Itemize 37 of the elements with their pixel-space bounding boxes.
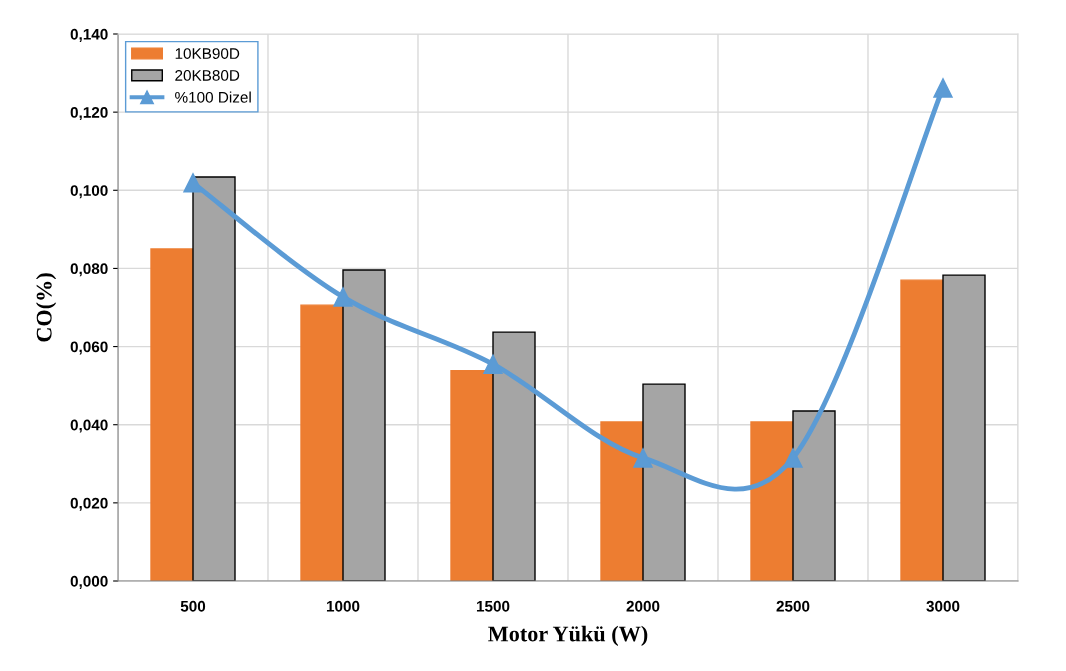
bar: [900, 279, 944, 581]
x-tick-label: 2500: [776, 600, 810, 612]
x-tick-label: 500: [180, 600, 206, 612]
y-tick-label: 0,060: [70, 341, 108, 355]
point: [783, 448, 803, 468]
x-tick-label: 1000: [326, 600, 360, 612]
y-tick-label: 0,020: [70, 497, 108, 511]
bar: [942, 274, 986, 581]
bar: [150, 248, 194, 581]
x-tick-label: 3000: [926, 600, 960, 612]
y-tick-label: 0,000: [70, 575, 108, 589]
point: [633, 448, 653, 468]
y-tick-label: 0,120: [70, 107, 108, 121]
point: [933, 78, 953, 98]
x-tick-label: 2000: [626, 600, 660, 612]
bar: [342, 269, 386, 581]
point: [183, 173, 203, 193]
x-axis-title: Motor Yükü (W): [488, 625, 648, 646]
y-axis-title: CO(%): [36, 273, 57, 342]
bar: [642, 383, 686, 581]
bar: [600, 421, 644, 581]
y-tick-label: 0,140: [70, 28, 108, 42]
legend-label: 10KB90D: [175, 48, 240, 59]
bar: [300, 304, 344, 581]
bar: [450, 370, 494, 581]
bar: [192, 176, 236, 581]
y-tick-label: 0,100: [70, 185, 108, 199]
point: [333, 287, 353, 307]
legend-label: 20KB80D: [175, 70, 240, 81]
bar: [792, 410, 836, 581]
y-tick-label: 0,080: [70, 263, 108, 277]
bar: [492, 331, 536, 581]
bar: [750, 421, 794, 581]
y-tick-label: 0,040: [70, 419, 108, 433]
point: [483, 354, 503, 374]
legend-label: %100 Dizel: [175, 91, 251, 103]
x-tick-label: 1500: [476, 600, 510, 612]
